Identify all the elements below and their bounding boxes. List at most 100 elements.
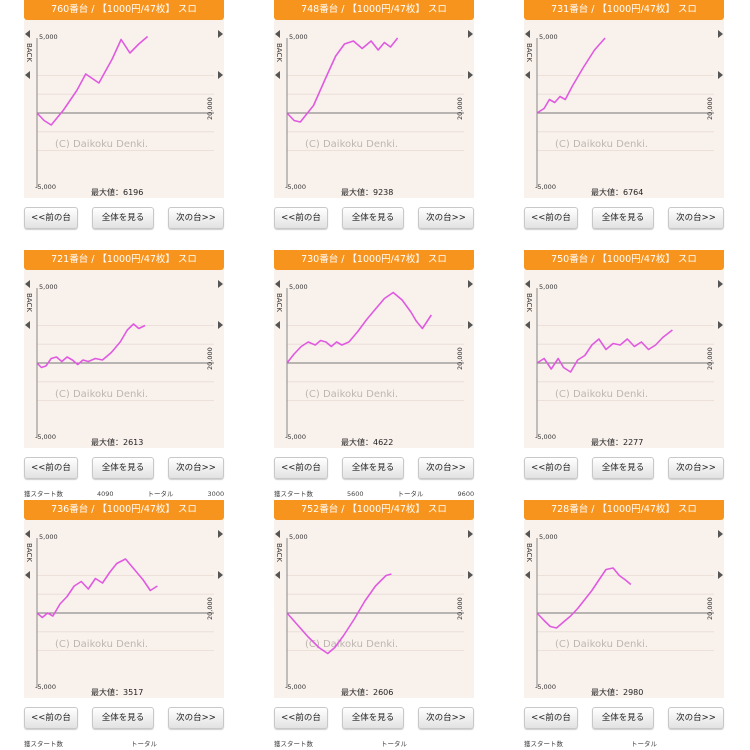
x-max-label: 20,000 (706, 97, 714, 120)
back-label: BACK (275, 543, 283, 562)
prev-machine-button[interactable]: <<前の台 (274, 207, 328, 229)
cut-off-stats: 獲スタート数 トータル (24, 738, 234, 748)
view-all-button[interactable]: 全体を見る (592, 207, 654, 229)
machine-panel: 736番台 / 【1000円/47枚】 スロ BACK NEXT 5,000 -5,0… (24, 500, 224, 748)
back-arrow-icon (525, 280, 530, 288)
prev-machine-button[interactable]: <<前の台 (524, 207, 578, 229)
prev-machine-button[interactable]: <<前の台 (24, 707, 78, 729)
view-all-button[interactable]: 全体を見る (92, 707, 154, 729)
x-max-label: 20,000 (206, 597, 214, 620)
back-label: BACK (25, 293, 33, 312)
next-machine-button[interactable]: 次の台>> (418, 707, 474, 729)
y-max-label: 5,000 (539, 33, 558, 41)
next-label: NEXT (223, 43, 224, 62)
next-label: NEXT (473, 293, 474, 312)
prev-machine-button[interactable]: <<前の台 (24, 207, 78, 229)
machine-panel: 728番台 / 【1000円/47枚】 スロ BACK NEXT 5,000 -5,0… (524, 500, 724, 748)
machine-header[interactable]: 736番台 / 【1000円/47枚】 スロ (24, 500, 224, 520)
cut-off-text: 獲スタート数 (24, 740, 63, 748)
x-max-label: 20,000 (206, 97, 214, 120)
view-all-button[interactable]: 全体を見る (592, 457, 654, 479)
next-machine-button[interactable]: 次の台>> (668, 207, 724, 229)
next-machine-button[interactable]: 次の台>> (668, 707, 724, 729)
watermark-text: (C) Daikoku Denki. (305, 639, 398, 650)
x-max-label: 20,000 (206, 347, 214, 370)
next-machine-button[interactable]: 次の台>> (418, 207, 474, 229)
back-label: BACK (525, 543, 533, 562)
watermark-text: (C) Daikoku Denki. (555, 139, 648, 150)
slump-line (286, 573, 392, 655)
back-label: BACK (275, 43, 283, 62)
view-all-button[interactable]: 全体を見る (342, 707, 404, 729)
x-max-label: 20,000 (706, 347, 714, 370)
cut-off-text: トータル (397, 490, 424, 498)
cut-off-stats: 獲スタート数 4090 トータル 3000 (24, 488, 234, 498)
next-machine-button[interactable]: 次の台>> (168, 457, 224, 479)
y-min-label: -5,000 (35, 183, 56, 191)
slump-graph: BACK NEXT 5,000 -5,000 20,000 (C) Daikoku Den… (524, 270, 724, 448)
back-arrow-icon (525, 530, 530, 538)
next-arrow-icon (468, 280, 473, 288)
machine-header[interactable]: 728番台 / 【1000円/47枚】 スロ (524, 500, 724, 520)
prev-machine-button[interactable]: <<前の台 (524, 457, 578, 479)
slump-graph: BACK NEXT 5,000 -5,000 20,000 (C) Daikoku Den… (274, 20, 474, 198)
next-machine-button[interactable]: 次の台>> (668, 457, 724, 479)
slump-graph: BACK NEXT 5,000 -5,000 20,000 (C) Daikoku Den… (24, 20, 224, 198)
machine-panel: 721番台 / 【1000円/47枚】 スロ BACK NEXT 5,000 -5,0… (24, 250, 224, 498)
machine-panel: 730番台 / 【1000円/47枚】 スロ BACK NEXT 5,000 -5,0… (274, 250, 474, 498)
prev-machine-button[interactable]: <<前の台 (524, 707, 578, 729)
cut-off-text: 獲スタート数 (274, 490, 313, 498)
machine-header[interactable]: 731番台 / 【1000円/47枚】 スロ (524, 0, 724, 20)
y-max-label: 5,000 (39, 533, 58, 541)
back-label: BACK (525, 293, 533, 312)
cut-off-stats: 獲スタート数 トータル (274, 738, 484, 748)
prev-machine-button[interactable]: <<前の台 (274, 707, 328, 729)
machine-panel: 748番台 / 【1000円/47枚】 スロ BACK NEXT 5,000 -5,0… (274, 0, 474, 230)
cut-off-text: トータル (131, 740, 157, 748)
back-label: BACK (25, 543, 33, 562)
back-arrow-icon (275, 71, 280, 79)
cut-off-stats: 獲スタート数 トータル (524, 738, 734, 748)
machine-header[interactable]: 750番台 / 【1000円/47枚】 スロ (524, 250, 724, 270)
next-machine-button[interactable]: 次の台>> (418, 457, 474, 479)
machine-header[interactable]: 730番台 / 【1000円/47枚】 スロ (274, 250, 474, 270)
view-all-button[interactable]: 全体を見る (592, 707, 654, 729)
watermark-text: (C) Daikoku Denki. (555, 389, 648, 400)
y-min-label: -5,000 (285, 183, 306, 191)
next-arrow-icon (718, 571, 723, 579)
machine-header[interactable]: 760番台 / 【1000円/47枚】 スロ (24, 0, 224, 20)
prev-machine-button[interactable]: <<前の台 (274, 457, 328, 479)
next-machine-button[interactable]: 次の台>> (168, 707, 224, 729)
next-label: NEXT (723, 43, 724, 62)
slump-graph-svg: BACK NEXT 5,000 -5,000 20,000 (C) Daikoku Den… (275, 530, 474, 697)
next-arrow-icon (218, 30, 223, 38)
next-arrow-icon (218, 530, 223, 538)
max-value-label: 最大値：2277 (591, 437, 643, 447)
next-arrow-icon (718, 530, 723, 538)
machine-header[interactable]: 721番台 / 【1000円/47枚】 スロ (24, 250, 224, 270)
machine-header[interactable]: 752番台 / 【1000円/47枚】 スロ (274, 500, 474, 520)
view-all-button[interactable]: 全体を見る (342, 207, 404, 229)
back-arrow-icon (275, 280, 280, 288)
machine-header[interactable]: 748番台 / 【1000円/47枚】 スロ (274, 0, 474, 20)
view-all-button[interactable]: 全体を見る (92, 207, 154, 229)
back-arrow-icon (275, 30, 280, 38)
slump-graph-svg: BACK NEXT 5,000 -5,000 20,000 (C) Daikoku Den… (25, 530, 224, 697)
next-machine-button[interactable]: 次の台>> (168, 207, 224, 229)
view-all-button[interactable]: 全体を見る (342, 457, 404, 479)
back-label: BACK (25, 43, 33, 62)
next-arrow-icon (218, 71, 223, 79)
watermark-text: (C) Daikoku Denki. (305, 139, 398, 150)
cut-off-text: 9600 (457, 490, 475, 498)
next-label: NEXT (223, 543, 224, 562)
slump-graph: BACK NEXT 5,000 -5,000 20,000 (C) Daikoku Den… (24, 270, 224, 448)
slump-graph: BACK NEXT 5,000 -5,000 20,000 (C) Daikoku Den… (524, 20, 724, 198)
max-value-label: 最大値：3517 (91, 687, 143, 697)
y-max-label: 5,000 (289, 533, 308, 541)
next-arrow-icon (468, 30, 473, 38)
prev-machine-button[interactable]: <<前の台 (24, 457, 78, 479)
slump-graph: BACK NEXT 5,000 -5,000 20,000 (C) Daikoku Den… (24, 520, 224, 698)
slump-graph-svg: BACK NEXT 5,000 -5,000 20,000 (C) Daikoku Den… (525, 30, 724, 197)
cut-off-stats (274, 238, 484, 248)
view-all-button[interactable]: 全体を見る (92, 457, 154, 479)
